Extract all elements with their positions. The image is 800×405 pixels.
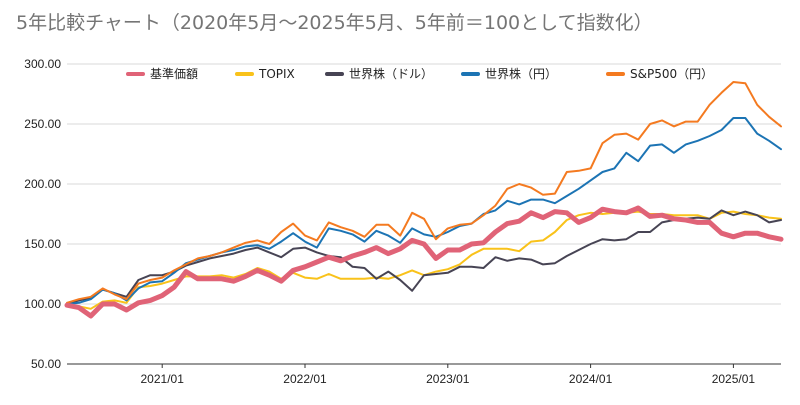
y-tick-label: 250.00 — [24, 117, 61, 131]
x-tick-label: 2021/01 — [141, 372, 185, 386]
y-tick-label: 200.00 — [24, 177, 61, 191]
legend-label: 世界株（円） — [485, 66, 557, 81]
x-tick-label: 2024/01 — [569, 372, 613, 386]
legend-label: 基準価額 — [150, 66, 198, 81]
grid-layer — [67, 63, 781, 365]
legend: 基準価額 TOPIX 世界株（ドル） 世界株（円） S&P500（円） — [126, 66, 713, 81]
x-tick-label: 2025/01 — [712, 372, 756, 386]
axis-layer: 50.00 100.00 150.00 200.00 250.00 300.00 2021/… — [24, 57, 781, 386]
x-tick-label: 2022/01 — [283, 372, 327, 386]
y-tick-label: 300.00 — [24, 57, 61, 71]
series-line-0 — [64, 205, 784, 319]
legend-label: TOPIX — [258, 67, 295, 81]
y-tick-label: 50.00 — [31, 357, 61, 371]
x-tick-label: 2023/01 — [426, 372, 470, 386]
series-line-2 — [66, 209, 782, 305]
y-tick-label: 150.00 — [24, 237, 61, 251]
series-line-1 — [66, 210, 782, 310]
y-tick-label: 100.00 — [24, 297, 61, 311]
legend-label: 世界株（ドル） — [349, 66, 433, 81]
legend-label: S&P500（円） — [630, 67, 713, 81]
series-line-3 — [66, 117, 782, 305]
series-line-4 — [66, 81, 782, 304]
series-layer — [64, 81, 784, 319]
chart-title: 5年比較チャート（2020年5月～2025年5月、5年前＝100として指数化） — [16, 12, 653, 34]
